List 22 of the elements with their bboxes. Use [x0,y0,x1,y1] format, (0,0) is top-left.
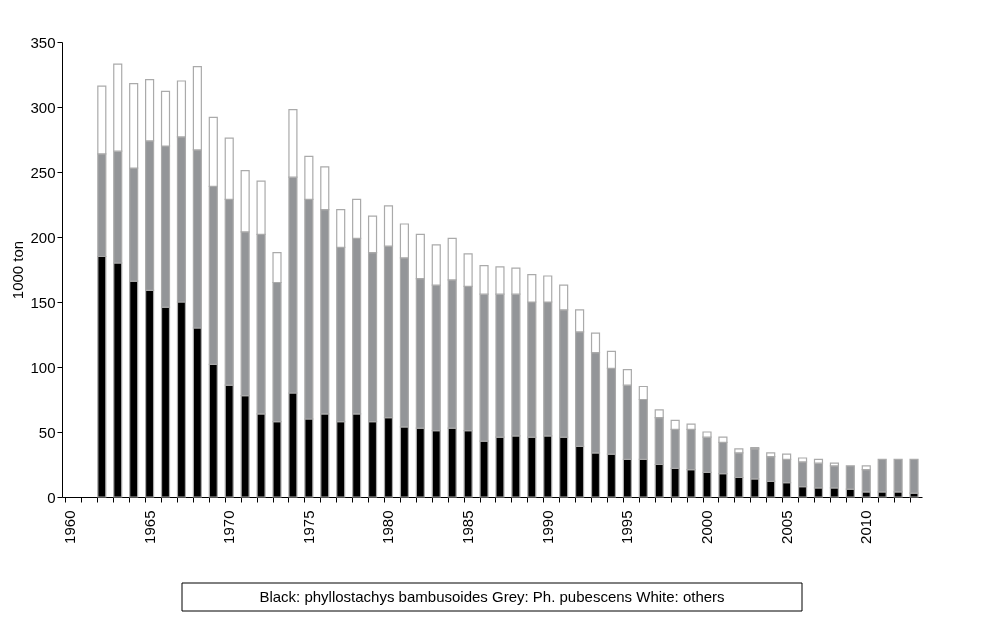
x-tick-label: 1960 [60,510,78,544]
y-tick-label: 350 [30,33,56,51]
text: Black: phyllostachys bambusoides Grey: Ph. pubescens White: others [259,588,725,605]
bar [909,458,919,494]
x-tick-label: 1980 [379,510,397,544]
x-tick-label: 1990 [538,510,556,544]
x-tick-label: 1970 [220,510,238,544]
y-tick-label: 300 [30,98,56,116]
y-tick-label: 50 [38,423,56,441]
y-tick-label: 100 [30,358,56,376]
y-tick-label: 150 [30,293,56,311]
x-tick-label: 1995 [618,510,636,544]
y-tick-label: 250 [30,163,56,181]
x-tick-label: 2010 [857,510,875,544]
x-tick-label: 2000 [698,510,715,544]
y-tick-label: 0 [47,488,56,506]
x-tick-label: 1985 [459,510,477,544]
y-tick-label: 200 [30,228,56,246]
x-tick-label: 1975 [299,510,317,544]
y-axis-title: 1000 ton [9,240,27,300]
x-tick-label: 2005 [777,510,795,544]
x-tick-label: 1965 [140,510,158,544]
